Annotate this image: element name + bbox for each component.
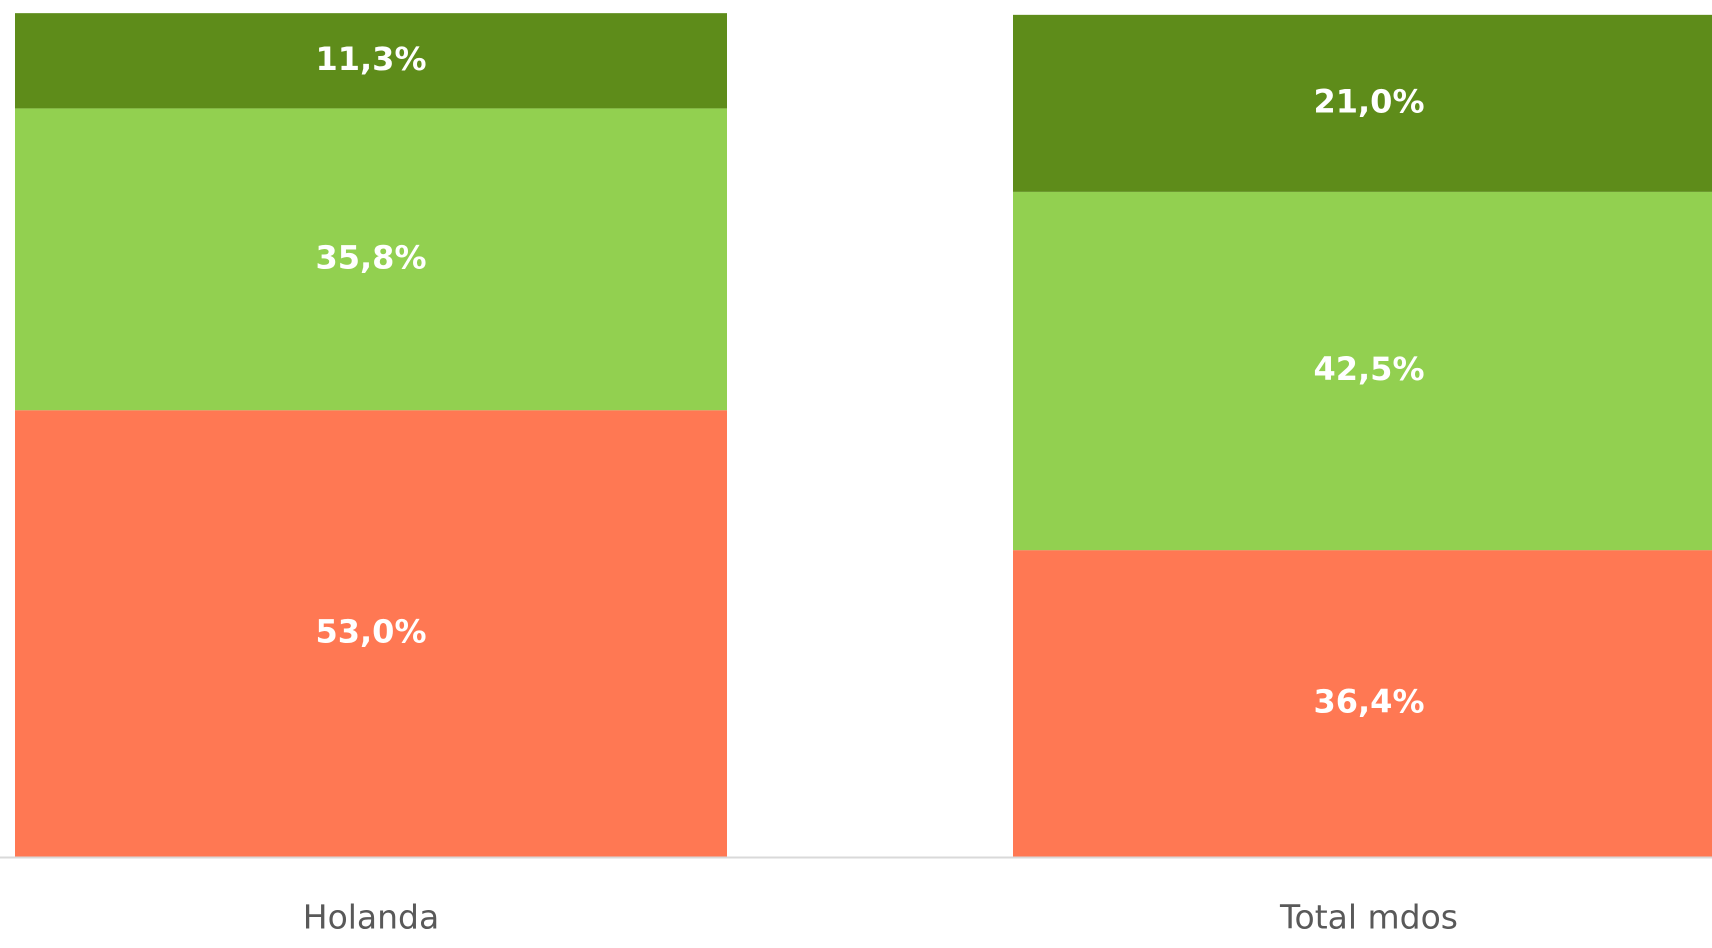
bar-segment [15, 108, 727, 411]
data-label: 42,5% [1313, 350, 1424, 388]
x-tick-label: Total mdos [1279, 898, 1458, 937]
bar-segment [15, 13, 727, 109]
data-label: 35,8% [315, 238, 426, 276]
data-label: 36,4% [1313, 683, 1424, 721]
x-tick-label: Holanda [303, 898, 439, 937]
bar-segment [1013, 191, 1712, 551]
data-label: 11,3% [315, 40, 426, 78]
data-label: 21,0% [1313, 82, 1424, 120]
bar-segment [1013, 14, 1712, 192]
data-label: 53,0% [315, 613, 426, 651]
bar-segment [15, 410, 727, 857]
bar-segment [1013, 550, 1712, 857]
